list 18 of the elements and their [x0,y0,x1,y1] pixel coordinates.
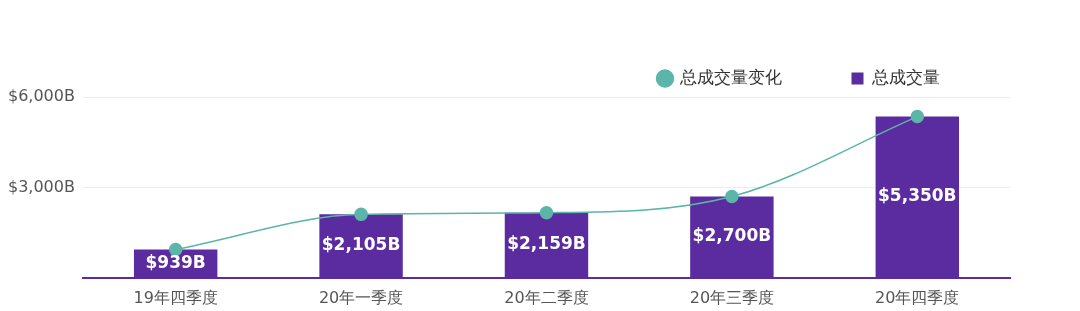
x-tick-label: 20年四季度 [875,287,960,307]
x-tick-label: 19年四季度 [133,287,218,307]
data-label: $2,159B [507,233,586,254]
y-tick-label: $3,000B [7,176,75,196]
x-tick-label: 20年三季度 [689,287,775,307]
data-label: $939B [145,251,206,272]
data-label: $2,105B [321,234,401,255]
data-label: $5,350B [878,185,957,206]
point [539,205,554,220]
point [354,207,368,222]
data-label: $2,700B [692,225,772,246]
y-tick-label: $6,000B [7,86,75,106]
legend-label: 总成交量变化 [678,66,782,87]
x-tick-label: 20年一季度 [318,287,404,307]
x-tick-label: 20年二季度 [504,287,589,307]
point [725,189,739,204]
legend-label: 总成交量 [871,66,940,87]
point [910,109,925,124]
